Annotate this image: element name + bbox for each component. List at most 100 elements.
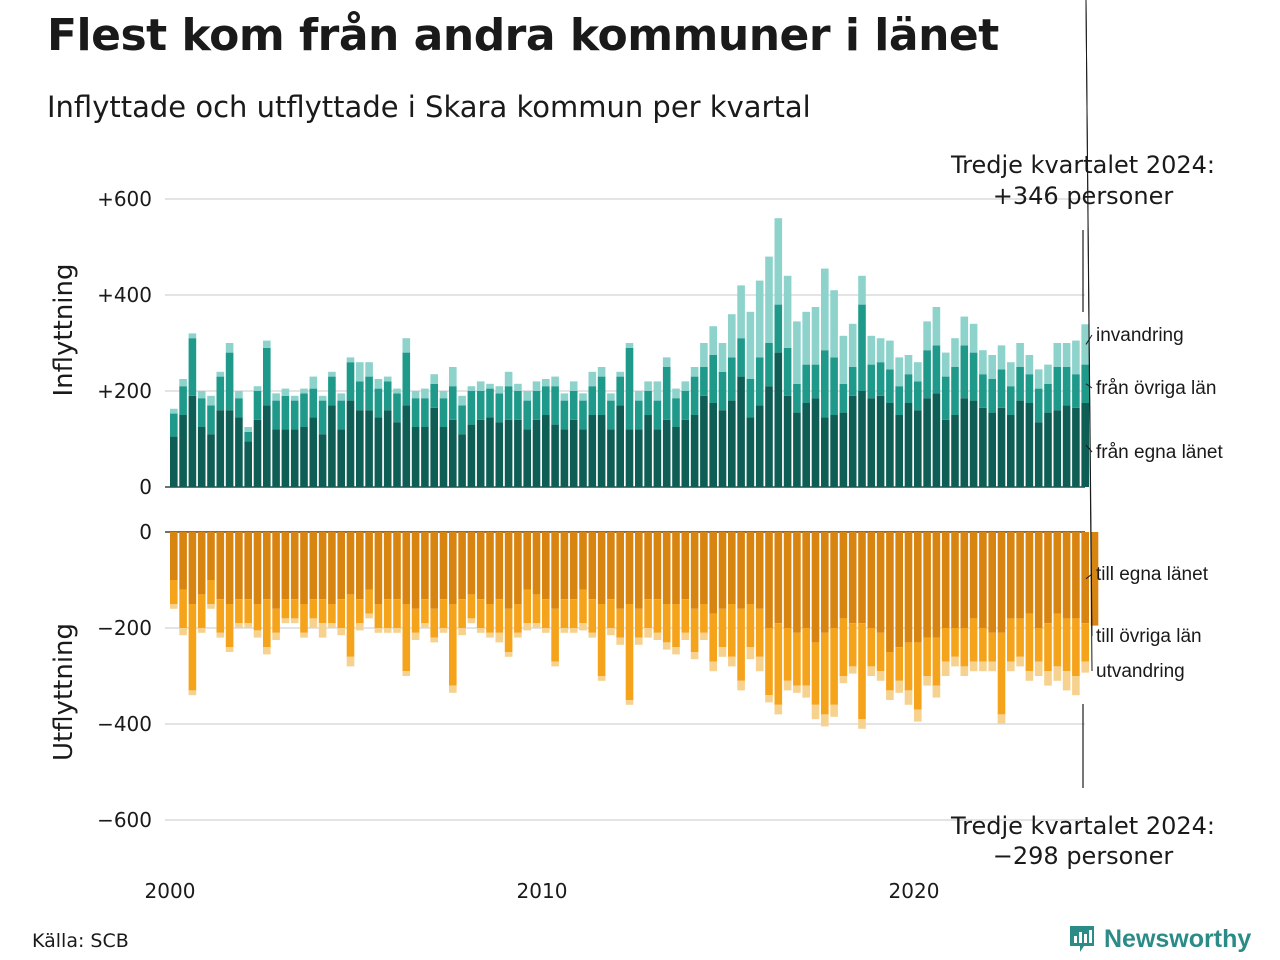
inflow-bar-egna [700,395,708,487]
outflow-bar-egna [1081,532,1089,624]
segment-labels: från egna länet från övriga län invandring… [1085,0,1223,682]
inflow-bar-egna [504,419,513,487]
outflow-bar-egna [402,532,411,604]
outflow-bar-ovriga [830,628,838,705]
inflow-bar-invandring [309,376,318,389]
inflow-bar-egna [467,424,476,487]
inflow-bar-invandring [328,371,336,377]
outflow-bar-ovriga [765,628,773,696]
inflow-bar-ovriga [1081,364,1089,403]
outflow-bar-utvandring [1007,661,1015,672]
inflow-bar-ovriga [495,393,504,423]
inflow-bar-ovriga [821,350,829,418]
outflow-bar-egna [560,532,569,600]
inflow-bar-egna [514,419,522,487]
inflow-bar-ovriga [253,391,262,420]
outflow-bar-ovriga [1072,618,1080,676]
inflow-bar-invandring [1025,355,1034,375]
inflow-bar-invandring [811,307,820,365]
outflow-bar-egna [1025,532,1034,614]
outflow-bar-utvandring [774,704,783,715]
outflow-bar-utvandring [653,632,662,640]
outflow-bar-utvandring [635,637,643,645]
outflow-axis-label: Utflyttning [49,623,79,761]
inflow-bar-ovriga [662,367,671,420]
outflow-bar-ovriga [421,599,429,624]
outflow-bar-egna [876,532,885,633]
inflow-bar-invandring [439,391,448,399]
inflow-bar-invandring [839,335,848,384]
outflow-bar-utvandring [579,623,587,631]
inflow-bar-invandring [318,395,327,401]
inflow-bar-invandring [216,371,225,377]
inflow-bar-invandring [1034,369,1043,389]
outflow-bar-egna [263,532,271,600]
outflow-bar-egna [848,532,857,624]
inflow-bar-invandring [476,381,485,391]
inflow-bar-invandring [997,345,1006,370]
inflow-bar-egna [858,391,866,487]
inflow-bar-invandring [690,367,699,377]
inflow-bar-egna [821,417,829,487]
outflow-bar-utvandring [328,623,336,628]
inflow-bar-invandring [951,338,959,367]
outflow-bar-ovriga [1016,618,1024,657]
outflow-bar-ovriga [365,589,373,614]
inflow-bar-egna [188,395,197,487]
inflow-bar-ovriga [411,398,420,427]
outflow-bar-ovriga [337,599,345,628]
outflow-bar-utvandring [365,613,373,619]
inflow-bar-egna [876,395,885,487]
inflow-bar-invandring [923,321,931,351]
inflow-bar-ovriga [607,400,615,430]
outflow-bar-utvandring [551,661,559,667]
outflow-bar-ovriga [904,642,913,691]
outflow-bar-utvandring [1025,671,1034,681]
inflow-bar-egna [179,415,187,487]
inflow-bar-invandring [988,355,996,379]
inflow-bar-ovriga [858,304,866,391]
outflow-bar-egna [281,532,290,600]
outflow-bar-ovriga [328,604,336,624]
outflow-bar-ovriga [346,594,355,657]
outflow-bar-utvandring [895,680,903,693]
outflow-bar-egna [690,532,699,609]
inflow-bar-ovriga [300,393,308,427]
inflow-bar-ovriga [672,398,680,427]
inflow-bar-ovriga [356,381,364,411]
outflow-bar-utvandring [216,632,225,638]
inflow-bar-egna [365,410,373,487]
outflow-bar-egna [1090,532,1099,626]
inflow-bar-ovriga [811,364,820,399]
inflow-bar-egna [709,403,717,487]
axis-ticks: +600 +400 +200 0 0 −200 −400 −600 2000 2010 2020 [97,187,939,903]
outflow-bar-ovriga [895,647,903,681]
inflow-bar-ovriga [625,347,634,430]
inflow-bar-invandring [263,340,271,348]
inflow-bar-ovriga [979,374,987,408]
outflow-bar-ovriga [728,604,736,657]
inflow-bar-egna [197,427,206,487]
inflow-bar-invandring [821,268,829,351]
inflow-bar-invandring [662,357,671,367]
outflow-bar-utvandring [235,623,243,628]
outflow-bar-ovriga [393,599,401,628]
outflow-bar-utvandring [821,714,829,727]
outflow-bar-utvandring [532,623,541,628]
outflow-bar-utvandring [904,690,913,705]
outflow-bar-utvandring [449,685,457,693]
outflow-bar-egna [309,532,318,600]
outflow-bar-egna [411,532,420,609]
inflow-bar-ovriga [402,352,411,406]
outflow-bar-ovriga [979,628,987,662]
inflow-bar-invandring [402,338,411,353]
inflow-bar-egna [337,429,345,487]
inflow-bar-invandring [774,218,783,305]
bar-chart-icon [1070,926,1094,952]
outflow-bar-utvandring [811,704,820,720]
inflow-bar-invandring [486,383,494,389]
outflow-bar-utvandring [1081,661,1089,673]
outflow-ytick-label: 0 [139,520,152,544]
outflow-bar-egna [616,532,624,609]
